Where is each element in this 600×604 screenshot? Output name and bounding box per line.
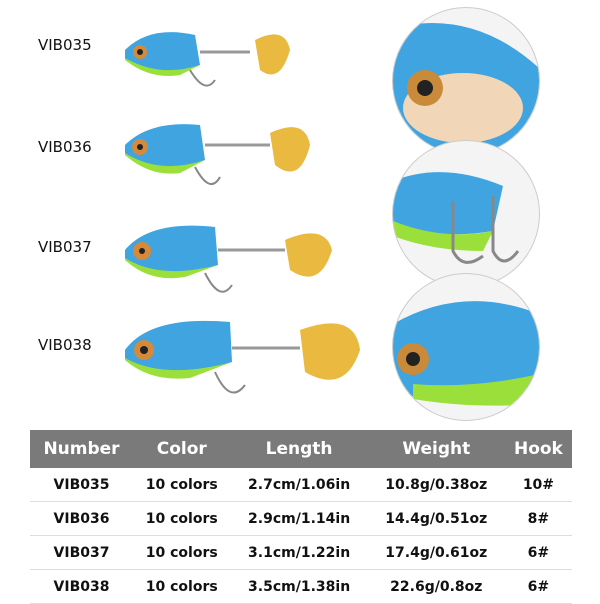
cell: 10 colors xyxy=(133,535,231,570)
cell: 3.1cm/1.22in xyxy=(230,535,368,570)
cell: 2.7cm/1.06in xyxy=(230,468,368,502)
model-label: VIB038 xyxy=(38,336,92,354)
table-row: VIB038 10 colors 3.5cm/1.38in 22.6g/0.8oz 6# xyxy=(30,569,572,604)
header-weight: Weight xyxy=(367,430,505,468)
cell: 6# xyxy=(504,535,572,570)
lure-image-vib038 xyxy=(125,320,360,394)
cell: 10 colors xyxy=(133,569,231,604)
cell: 10.8g/0.38oz xyxy=(367,468,505,502)
header-length: Length xyxy=(230,430,368,468)
detail-eye xyxy=(392,7,540,155)
detail-hook xyxy=(392,140,540,288)
cell: 10# xyxy=(504,468,572,502)
cell: 10 colors xyxy=(133,468,231,502)
table-header-row: Number Color Length Weight Hook xyxy=(30,430,572,468)
table-row: VIB036 10 colors 2.9cm/1.14in 14.4g/0.51oz 8… xyxy=(30,501,572,536)
cell: VIB035 xyxy=(30,468,134,502)
cell: 17.4g/0.61oz xyxy=(367,535,505,570)
table-row: VIB037 10 colors 3.1cm/1.22in 17.4g/0.61oz 6… xyxy=(30,535,572,570)
cell: 14.4g/0.51oz xyxy=(367,501,505,536)
cell: 10 colors xyxy=(133,501,231,536)
spec-table: Number Color Length Weight Hook VIB035 10… xyxy=(30,430,572,604)
cell: 6# xyxy=(504,569,572,604)
cell: VIB038 xyxy=(30,569,134,604)
lure-image-vib037 xyxy=(125,225,332,293)
cell: 2.9cm/1.14in xyxy=(230,501,368,536)
detail-scales xyxy=(392,273,540,421)
header-hook: Hook xyxy=(504,430,572,468)
header-number: Number xyxy=(30,430,134,468)
lure-image-vib035 xyxy=(125,32,290,87)
table-row: VIB035 10 colors 2.7cm/1.06in 10.8g/0.38oz 1… xyxy=(30,468,572,502)
lure-image-vib036 xyxy=(125,124,310,186)
header-color: Color xyxy=(133,430,231,468)
cell: 3.5cm/1.38in xyxy=(230,569,368,604)
model-label: VIB035 xyxy=(38,36,92,54)
cell: VIB036 xyxy=(30,501,134,536)
model-label: VIB036 xyxy=(38,138,92,156)
cell: 8# xyxy=(504,501,572,536)
cell: 22.6g/0.8oz xyxy=(367,569,505,604)
cell: VIB037 xyxy=(30,535,134,570)
model-label: VIB037 xyxy=(38,238,92,256)
